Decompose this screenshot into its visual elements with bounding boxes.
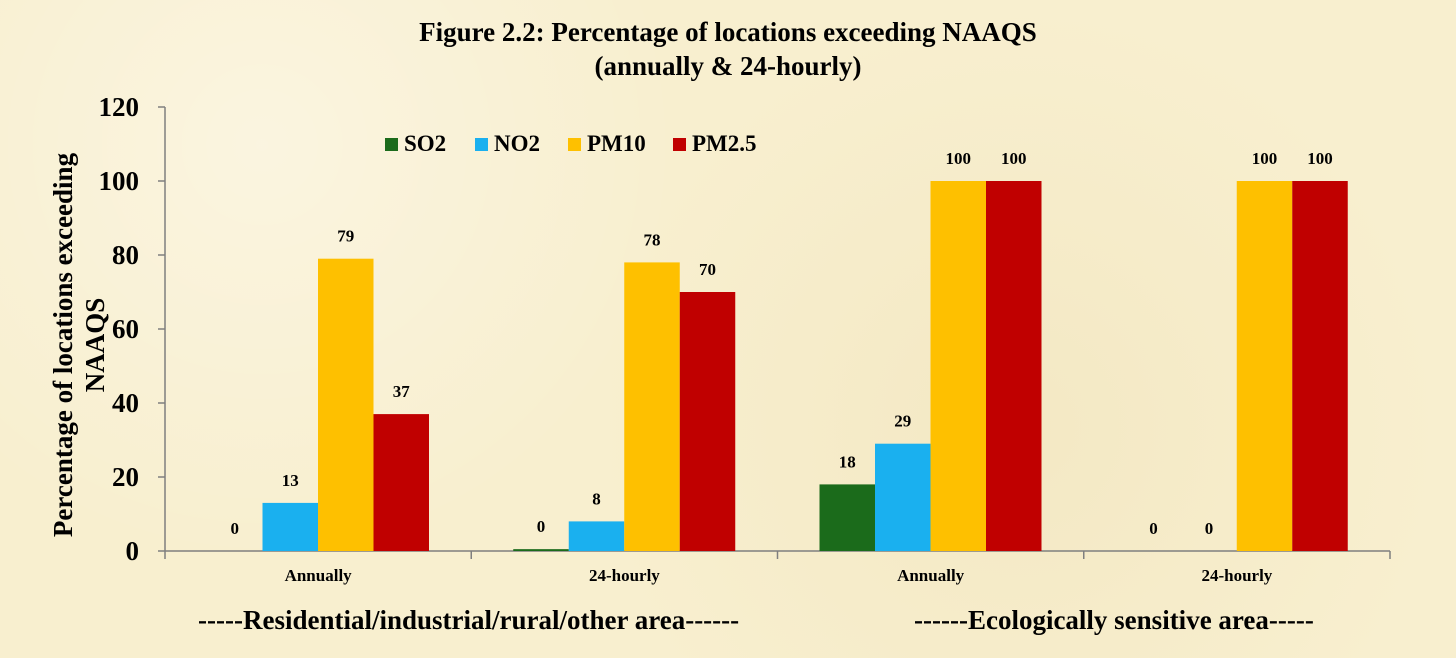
legend-item-no2: NO2 bbox=[475, 131, 540, 156]
legend-swatch bbox=[568, 137, 581, 151]
y-tick-label: 120 bbox=[99, 92, 140, 122]
y-axis-title: Percentage of locations exceeding NAAQS bbox=[48, 152, 110, 537]
bar-pm25-3 bbox=[1292, 181, 1348, 551]
data-label-so2-3: 0 bbox=[1149, 519, 1158, 538]
x-category-label: Annually bbox=[285, 566, 353, 585]
data-label-so2-1: 0 bbox=[537, 517, 546, 536]
data-label-no2-2: 29 bbox=[894, 412, 911, 431]
legend-swatch bbox=[673, 137, 686, 151]
bar-no2-2 bbox=[875, 443, 931, 551]
legend-label: PM2.5 bbox=[692, 131, 757, 156]
data-label-no2-1: 8 bbox=[592, 489, 601, 508]
y-tick-label: 40 bbox=[112, 388, 139, 418]
bar-so2-1 bbox=[513, 549, 569, 551]
bar-pm10-1 bbox=[624, 262, 680, 551]
bar-pm10-0 bbox=[318, 258, 374, 551]
data-label-so2-0: 0 bbox=[231, 519, 240, 538]
data-label-pm10-2: 100 bbox=[946, 149, 972, 168]
y-tick-label: 100 bbox=[99, 166, 140, 196]
chart-title-line-2: (annually & 24-hourly) bbox=[594, 51, 862, 81]
bar-so2-2 bbox=[819, 484, 875, 551]
data-label-pm10-0: 79 bbox=[337, 227, 354, 246]
data-label-so2-2: 18 bbox=[839, 452, 856, 471]
bar-no2-1 bbox=[568, 521, 625, 551]
data-label-pm25-1: 70 bbox=[699, 260, 716, 279]
data-label-pm25-3: 100 bbox=[1307, 149, 1333, 168]
bar-pm25-1 bbox=[679, 292, 736, 551]
legend-item-pm25: PM2.5 bbox=[673, 131, 757, 156]
y-axis-title-line-1: Percentage of locations exceeding bbox=[48, 152, 78, 537]
data-label-pm25-0: 37 bbox=[393, 382, 411, 401]
y-tick-label: 60 bbox=[112, 314, 139, 344]
y-tick-label: 20 bbox=[112, 462, 139, 492]
bar-pm10-2 bbox=[930, 181, 986, 551]
y-tick-label: 80 bbox=[112, 240, 139, 270]
y-axis-title-line-2: NAAQS bbox=[80, 298, 110, 393]
legend-item-pm10: PM10 bbox=[568, 131, 646, 156]
x-category-label: 24-hourly bbox=[589, 566, 660, 585]
bar-pm25-2 bbox=[986, 181, 1042, 551]
bar-pm25-0 bbox=[373, 414, 429, 551]
legend-label: PM10 bbox=[587, 131, 646, 156]
data-label-pm25-2: 100 bbox=[1001, 149, 1027, 168]
x-category-label: Annually bbox=[897, 566, 965, 585]
data-label-no2-0: 13 bbox=[282, 471, 299, 490]
group-caption-ecological: ------Ecologically sensitive area----- bbox=[914, 605, 1314, 635]
legend-swatch bbox=[475, 137, 488, 151]
chart-title-line-1: Figure 2.2: Percentage of locations exce… bbox=[419, 17, 1037, 47]
legend-swatch bbox=[385, 137, 398, 151]
legend-item-so2: SO2 bbox=[385, 131, 447, 156]
group-caption-residential: -----Residential/industrial/rural/other … bbox=[198, 605, 740, 635]
data-label-pm10-1: 78 bbox=[644, 230, 661, 249]
bar-pm10-3 bbox=[1236, 181, 1293, 551]
x-category-label: 24-hourly bbox=[1201, 566, 1272, 585]
bar-no2-0 bbox=[262, 502, 318, 551]
data-label-no2-3: 0 bbox=[1205, 519, 1214, 538]
y-tick-label: 0 bbox=[126, 536, 140, 566]
legend-label: SO2 bbox=[404, 131, 447, 156]
legend-label: NO2 bbox=[494, 131, 540, 156]
data-label-pm10-3: 100 bbox=[1252, 149, 1278, 168]
